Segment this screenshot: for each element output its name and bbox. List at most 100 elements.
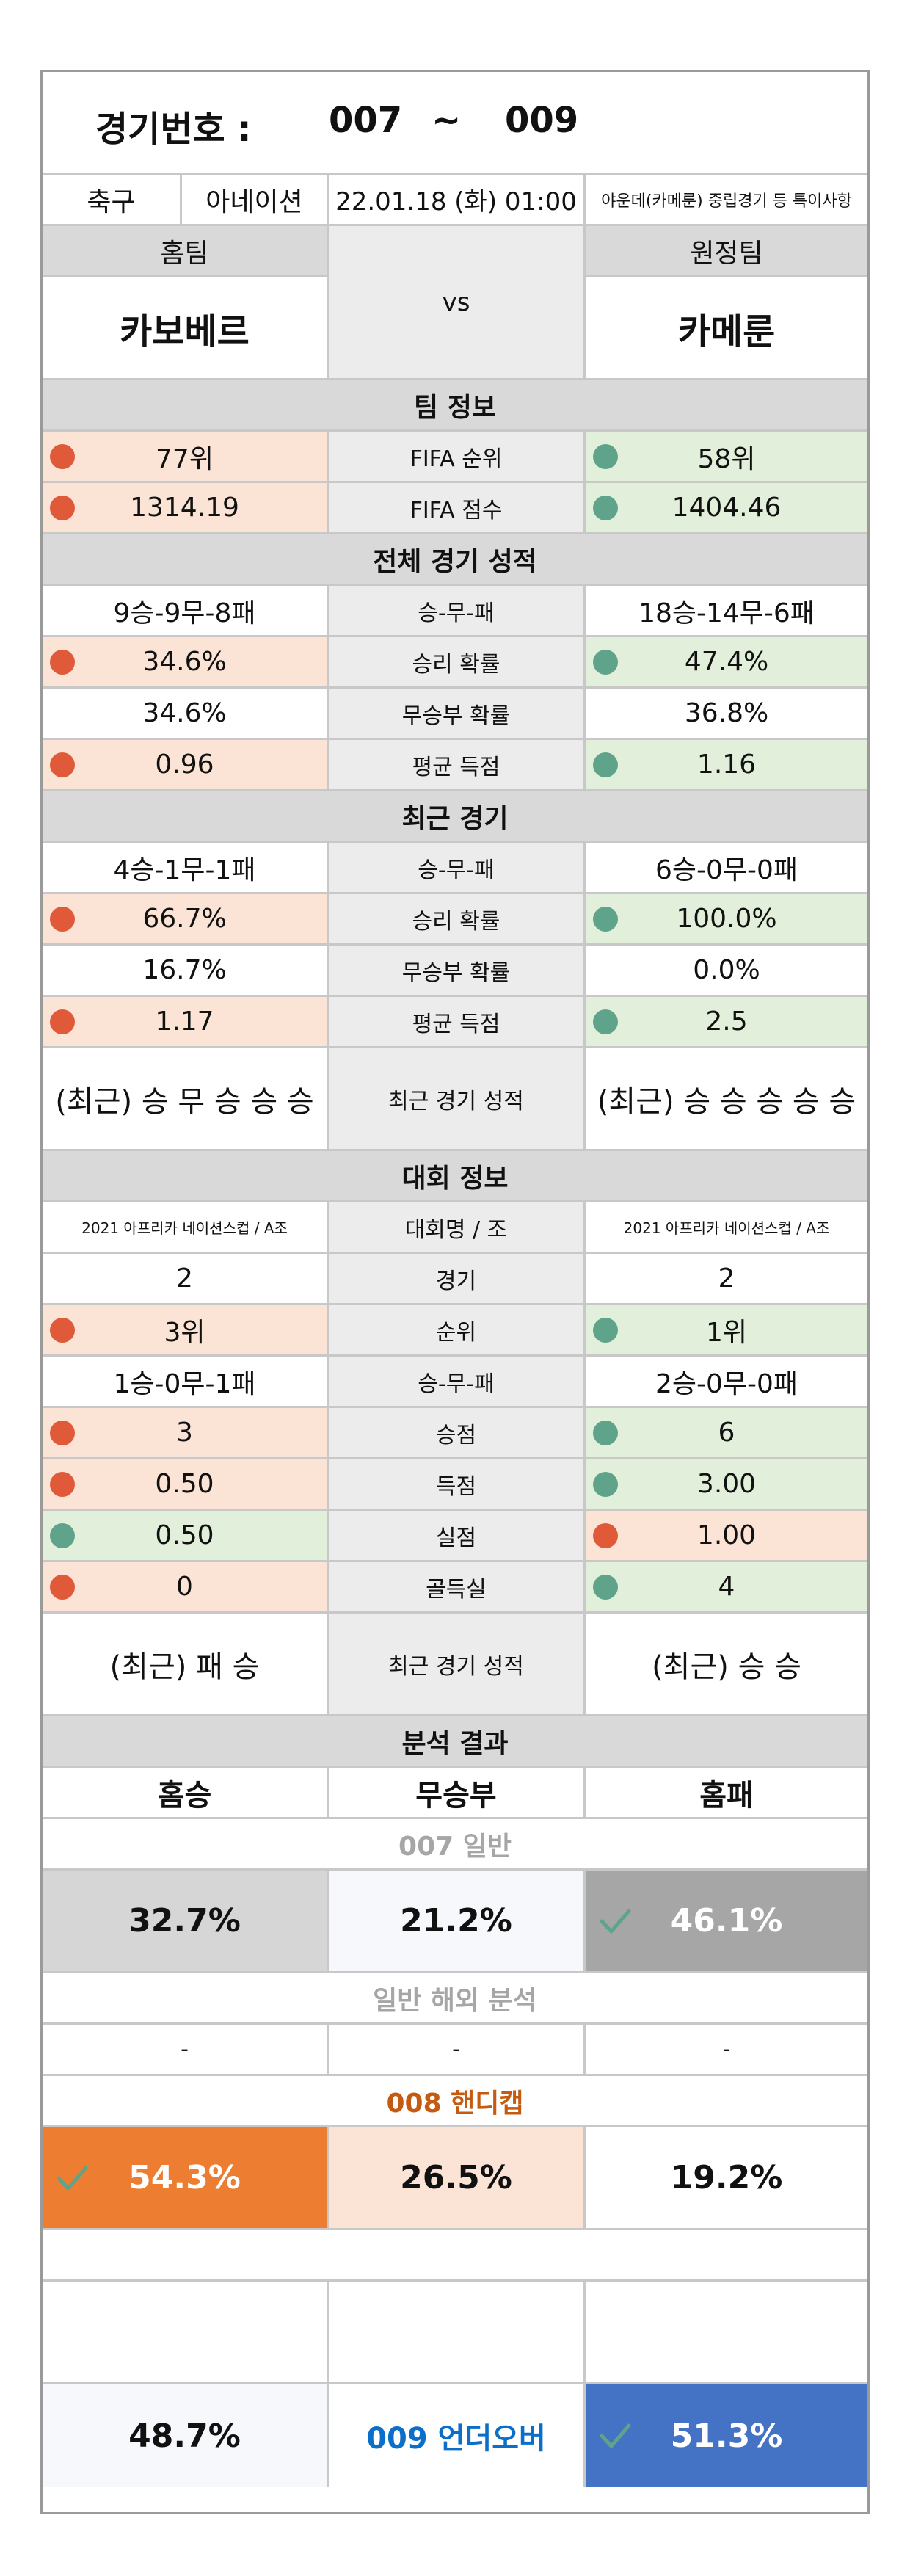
analysis-columns-row: 홈승 무승부 홈패: [43, 1768, 867, 1819]
home-tournament-name: 2021 아프리카 네이션스컵 / A조: [43, 1202, 329, 1252]
sport-cell: 축구: [43, 175, 182, 224]
home-recent-drawrate: 16.7%: [43, 946, 329, 995]
home-tournament-scored: 0.50: [43, 1459, 329, 1509]
match-info-row: 축구 아네이션 22.01.18 (화) 01:00 야운데(카메룬) 중립경기…: [43, 175, 867, 226]
overall-record-label: 승-무-패: [329, 586, 586, 635]
recent-drawrate-label: 무승부 확률: [329, 946, 586, 995]
underover-row: 48.7% 009 언더오버 51.3%: [43, 2384, 867, 2487]
spacer-row: [43, 2230, 867, 2282]
away-team-cell: 원정팀 카메룬: [586, 226, 867, 378]
home-fifa-rank: 77위: [43, 432, 329, 481]
check-icon: [600, 1909, 631, 1933]
home-tournament-games: 2: [43, 1254, 329, 1303]
fifa-rank-label: FIFA 순위: [329, 432, 586, 481]
overall-section: 전체 경기 성적: [43, 534, 867, 586]
home-team-name: 카보베르: [120, 311, 250, 352]
col-draw: 무승부: [329, 1768, 586, 1817]
general-draw: 21.2%: [329, 1871, 586, 1971]
analysis-title: 분석 결과: [401, 1728, 509, 1759]
tournament-conceded-row: 0.50 실점 1.00: [43, 1511, 867, 1562]
away-overall-record: 18승-14무-6패: [638, 598, 815, 628]
tournament-rank-label: 순위: [329, 1305, 586, 1354]
empty-values-row: [43, 2282, 867, 2384]
overseas-draw: -: [329, 2025, 586, 2074]
general-values-row: 32.7% 21.2% 46.1%: [43, 1871, 867, 1973]
away-overall-drawrate: 36.8%: [684, 698, 769, 728]
home-tournament-form: (최근) 패 승: [43, 1614, 329, 1714]
general-home-loss: 46.1%: [586, 1871, 867, 1971]
stronger-indicator-icon: [593, 752, 618, 777]
home-tournament-goaldiff: 0: [43, 1562, 329, 1611]
tournament-scored-row: 0.50 득점 3.00: [43, 1459, 867, 1511]
recent-winrate-label: 승리 확률: [329, 894, 586, 943]
handicap-draw: 26.5%: [329, 2127, 586, 2228]
overall-drawrate-row: 34.6% 무승부 확률 36.8%: [43, 689, 867, 740]
weaker-indicator-icon: [50, 1471, 75, 1497]
overall-goals-row: 0.96 평균 득점 1.16: [43, 740, 867, 791]
tournament-games-label: 경기: [329, 1254, 586, 1303]
away-tournament-games: 2: [718, 1263, 735, 1294]
tournament-goaldiff-label: 골득실: [329, 1562, 586, 1611]
empty-cell: [329, 2282, 586, 2382]
recent-goals-row: 1.17 평균 득점 2.5: [43, 997, 867, 1048]
weaker-indicator-icon: [50, 1420, 75, 1445]
fifa-rank-row: 77위 FIFA 순위 58위: [43, 432, 867, 483]
recent-record-row: 4승-1무-1패 승-무-패 6승-0무-0패: [43, 843, 867, 894]
note-cell: 야운데(카메룬) 중립경기 등 특이사항: [601, 192, 852, 211]
team-info-section: 팀 정보: [43, 380, 867, 432]
fifa-points-row: 1314.19 FIFA 점수 1404.46: [43, 483, 867, 534]
home-fifa-points: 1314.19: [43, 483, 329, 532]
away-overall-winrate: 47.4%: [586, 637, 867, 686]
home-tournament-conceded: 0.50: [43, 1511, 329, 1560]
stronger-indicator-icon: [593, 1574, 618, 1600]
overall-winrate-row: 34.6% 승리 확률 47.4%: [43, 637, 867, 689]
tournament-record-label: 승-무-패: [329, 1357, 586, 1406]
overseas-values-row: - - -: [43, 2025, 867, 2076]
home-recent-winrate: 66.7%: [43, 894, 329, 943]
general-title-row: 007 일반: [43, 1819, 867, 1871]
weaker-indicator-icon: [50, 1317, 75, 1343]
empty-cell: [586, 2282, 867, 2382]
away-recent-form: (최근) 승 승 승 승 승: [597, 1084, 856, 1119]
fifa-points-label: FIFA 점수: [329, 483, 586, 532]
overall-winrate-label: 승리 확률: [329, 637, 586, 686]
match-number-to: 009: [505, 100, 579, 141]
tournament-name-label: 대회명 / 조: [329, 1202, 586, 1252]
general-title: 007 일반: [398, 1831, 512, 1862]
recent-goals-label: 평균 득점: [329, 997, 586, 1046]
home-overall-winrate: 34.6%: [43, 637, 329, 686]
away-team-name: 카메룬: [677, 311, 776, 352]
col-home-win: 홈승: [43, 1768, 329, 1817]
tournament-form-row: (최근) 패 승 최근 경기 성적 (최근) 승 승: [43, 1614, 867, 1716]
tournament-conceded-label: 실점: [329, 1511, 586, 1560]
empty-cell: [43, 2282, 329, 2382]
handicap-values-row: 54.3% 26.5% 19.2%: [43, 2127, 867, 2230]
away-overall-goals: 1.16: [586, 740, 867, 789]
recent-form-label: 최근 경기 성적: [329, 1048, 586, 1149]
home-team-label: 홈팀: [43, 226, 327, 277]
away-tournament-goaldiff: 4: [586, 1562, 867, 1611]
teams-block: 홈팀 카보베르 vs 원정팀 카메룬: [43, 226, 867, 380]
away-tournament-scored: 3.00: [586, 1459, 867, 1509]
away-fifa-rank: 58위: [586, 432, 867, 481]
overseas-title-row: 일반 해외 분석: [43, 1973, 867, 2025]
overseas-home-loss: -: [722, 2036, 731, 2062]
recent-record-label: 승-무-패: [329, 843, 586, 892]
handicap-title: 008 핸디캡: [386, 2088, 524, 2119]
tournament-points-row: 3 승점 6: [43, 1408, 867, 1459]
stronger-indicator-icon: [593, 1009, 618, 1034]
home-recent-form: (최근) 승 무 승 승 승: [43, 1048, 329, 1149]
general-home-win: 32.7%: [43, 1871, 329, 1971]
recent-form-row: (최근) 승 무 승 승 승 최근 경기 성적 (최근) 승 승 승 승 승: [43, 1048, 867, 1151]
away-tournament-record: 2승-0무-0패: [655, 1368, 798, 1399]
tournament-points-label: 승점: [329, 1408, 586, 1457]
weaker-indicator-icon: [50, 752, 75, 777]
handicap-home-win: 54.3%: [43, 2127, 329, 2228]
match-number-label: 경기번호 :: [95, 109, 252, 150]
home-recent-goals: 1.17: [43, 997, 329, 1046]
recent-section: 최근 경기: [43, 791, 867, 843]
underover-title: 009 언더오버: [329, 2384, 586, 2487]
match-number-from: 007: [329, 100, 403, 141]
tournament-record-row: 1승-0무-1패 승-무-패 2승-0무-0패: [43, 1357, 867, 1408]
tournament-rank-row: 3위 순위 1위: [43, 1305, 867, 1357]
